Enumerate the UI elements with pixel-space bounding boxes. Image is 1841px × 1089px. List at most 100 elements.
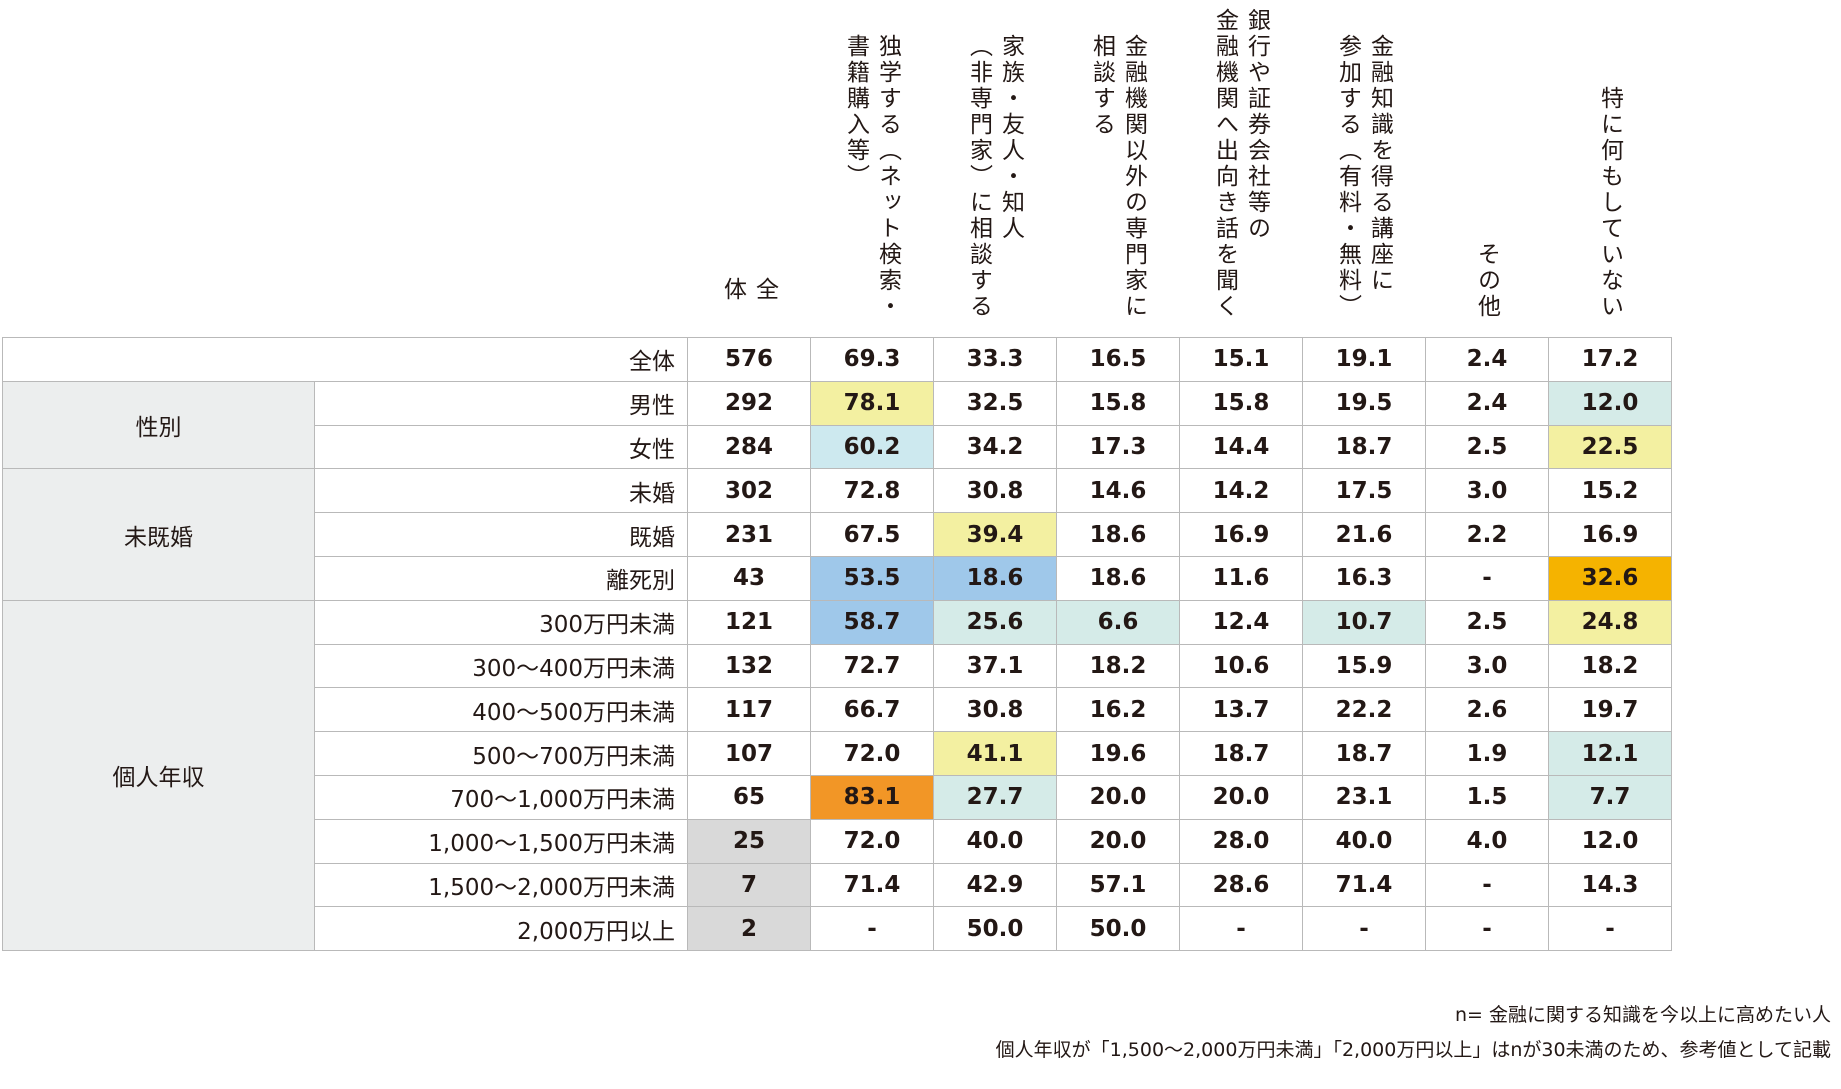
cell-family: 40.0 <box>933 818 1057 864</box>
table-row: 400〜500万円未満 117 66.7 30.8 16.2 13.7 22.2 2.6 19.… <box>3 687 1672 733</box>
cell-total: 284 <box>687 424 811 470</box>
cell-nothing: 19.7 <box>1548 687 1672 733</box>
column-header-line: 参加する（有料・無料） <box>1334 34 1361 320</box>
cell-other: 4.0 <box>1425 818 1549 864</box>
cell-non_fi_expert: 57.1 <box>1056 862 1180 908</box>
column-header-line: その他 <box>1473 242 1500 320</box>
cell-bank_visit: 28.0 <box>1179 818 1303 864</box>
group-label: 性別 <box>2 380 315 470</box>
cell-bank_visit: 12.4 <box>1179 599 1303 645</box>
cell-lecture: 18.7 <box>1302 731 1426 776</box>
cell-bank_visit: 18.7 <box>1179 731 1303 776</box>
cell-other: 2.5 <box>1425 424 1549 470</box>
cell-nothing: 32.6 <box>1548 555 1672 601</box>
cell-nothing: - <box>1548 906 1672 952</box>
column-header-bank_visit: 銀行や証券会社等の 金融機関へ出向き話を聞く <box>1179 0 1302 330</box>
cell-other: 2.5 <box>1425 599 1549 645</box>
cell-family: 41.1 <box>933 731 1057 776</box>
cell-non_fi_expert: 20.0 <box>1056 774 1180 820</box>
cell-family: 18.6 <box>933 555 1057 601</box>
note-sample: n= 金融に関する知識を今以上に高めたい人 <box>1454 1004 1831 1026</box>
row-label: 300〜400万円未満 <box>314 643 688 689</box>
cell-self_study: 53.5 <box>810 555 934 601</box>
cell-nothing: 12.0 <box>1548 818 1672 864</box>
cell-nothing: 7.7 <box>1548 774 1672 820</box>
cell-bank_visit: 11.6 <box>1179 555 1303 601</box>
cell-non_fi_expert: 6.6 <box>1056 599 1180 645</box>
cell-family: 30.8 <box>933 687 1057 733</box>
cell-family: 32.5 <box>933 380 1057 426</box>
cell-self_study: 69.3 <box>810 337 934 382</box>
data-table: 全体 576 69.3 33.3 16.5 15.1 19.1 2.4 17.2 性別 男性 292 7… <box>2 337 1672 952</box>
row-label: 300万円未満 <box>314 599 688 645</box>
column-header-nothing: 特に何もしていない <box>1548 0 1671 330</box>
cell-nothing: 12.1 <box>1548 731 1672 776</box>
cell-bank_visit: 14.4 <box>1179 424 1303 470</box>
cell-non_fi_expert: 50.0 <box>1056 906 1180 952</box>
cell-total: 132 <box>687 643 811 689</box>
cell-nothing: 24.8 <box>1548 599 1672 645</box>
cell-family: 42.9 <box>933 862 1057 908</box>
cell-other: - <box>1425 906 1549 952</box>
cell-bank_visit: 16.9 <box>1179 512 1303 557</box>
cell-nothing: 12.0 <box>1548 380 1672 426</box>
cell-family: 39.4 <box>933 512 1057 557</box>
table-row: 個人年収 300万円未満 121 58.7 25.6 6.6 12.4 10.7 2.5 24.8 <box>2 599 1672 952</box>
cell-lecture: 10.7 <box>1302 599 1426 645</box>
cell-total: 2 <box>687 906 811 952</box>
cell-bank_visit: - <box>1179 906 1303 952</box>
cell-lecture: 21.6 <box>1302 512 1426 557</box>
cell-bank_visit: 28.6 <box>1179 862 1303 908</box>
column-header-line: 金融機関へ出向き話を聞く <box>1211 8 1238 320</box>
cell-lecture: 17.5 <box>1302 468 1426 514</box>
cell-self_study: 72.7 <box>810 643 934 689</box>
column-header-line: 独学する（ネット検索・ <box>874 34 901 320</box>
cell-nothing: 18.2 <box>1548 643 1672 689</box>
cell-non_fi_expert: 14.6 <box>1056 468 1180 514</box>
cell-lecture: 15.9 <box>1302 643 1426 689</box>
cell-total: 43 <box>687 555 811 601</box>
cell-non_fi_expert: 16.2 <box>1056 687 1180 733</box>
row-label: 2,000万円以上 <box>314 906 688 952</box>
table-row: 女性 284 60.2 34.2 17.3 14.4 18.7 2.5 22.5 <box>3 424 1672 470</box>
table-row: 700〜1,000万円未満 65 83.1 27.7 20.0 20.0 23.1 1.5 7.… <box>3 774 1672 820</box>
cell-other: 3.0 <box>1425 643 1549 689</box>
cell-family: 33.3 <box>933 337 1057 382</box>
table-row: 既婚 231 67.5 39.4 18.6 16.9 21.6 2.2 16.9 <box>3 512 1672 557</box>
cell-nothing: 22.5 <box>1548 424 1672 470</box>
cell-other: 2.6 <box>1425 687 1549 733</box>
cell-self_study: 58.7 <box>810 599 934 645</box>
table-row: 全体 576 69.3 33.3 16.5 15.1 19.1 2.4 17.2 <box>2 337 1672 382</box>
cell-family: 37.1 <box>933 643 1057 689</box>
column-header-line: 金融機関以外の専門家に <box>1120 34 1147 320</box>
table-row: 1,500〜2,000万円未満 7 71.4 42.9 57.1 28.6 71.4-14.… <box>3 862 1672 908</box>
column-header-line: 特に何もしていない <box>1596 86 1623 320</box>
group-label: 未既婚 <box>2 468 315 601</box>
row-label: 500〜700万円未満 <box>314 731 688 776</box>
row-label: 未婚 <box>314 468 688 514</box>
cell-nothing: 17.2 <box>1548 337 1672 382</box>
row-label: 離死別 <box>314 555 688 601</box>
cell-other: 2.4 <box>1425 337 1549 382</box>
column-header-family: 家族・友人・知人 （非専門家）に相談する <box>933 0 1056 330</box>
cell-other: 3.0 <box>1425 468 1549 514</box>
cell-non_fi_expert: 19.6 <box>1056 731 1180 776</box>
cell-bank_visit: 10.6 <box>1179 643 1303 689</box>
cell-lecture: 22.2 <box>1302 687 1426 733</box>
row-label: 700〜1,000万円未満 <box>314 774 688 820</box>
cell-total: 576 <box>687 337 811 382</box>
cell-total: 302 <box>687 468 811 514</box>
cell-self_study: 72.0 <box>810 818 934 864</box>
cell-self_study: - <box>810 906 934 952</box>
cell-bank_visit: 15.1 <box>1179 337 1303 382</box>
cell-lecture: 40.0 <box>1302 818 1426 864</box>
column-header-line: 全 <box>751 277 778 320</box>
column-header-self_study: 独学する（ネット検索・ 書籍購入等） <box>810 0 933 330</box>
cell-bank_visit: 14.2 <box>1179 468 1303 514</box>
column-header-line: 書籍購入等） <box>842 34 869 190</box>
cell-nothing: 14.3 <box>1548 862 1672 908</box>
note-reference: 個人年収が「1,500〜2,000万円未満」「2,000万円以上」はnが30未満… <box>995 1039 1831 1061</box>
table-row: 2,000万円以上 2-50.0 50.0- - - - <box>3 906 1672 952</box>
cell-family: 50.0 <box>933 906 1057 952</box>
cell-lecture: 16.3 <box>1302 555 1426 601</box>
